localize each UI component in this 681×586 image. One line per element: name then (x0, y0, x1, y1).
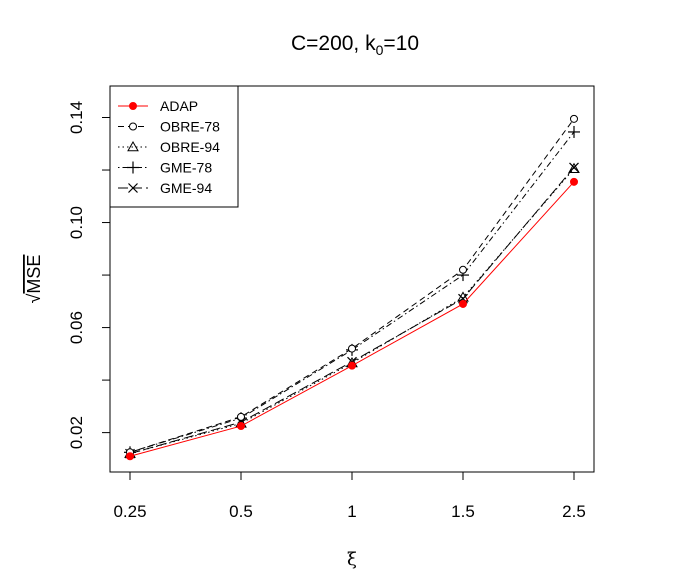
legend-label: GME-94 (160, 180, 212, 196)
x-tick-label: 0.25 (113, 502, 146, 521)
y-axis: 0.02 0.06 0.10 0.14 (67, 101, 111, 449)
series-line (129, 181, 575, 457)
series-line (129, 168, 575, 455)
series-marker (126, 452, 134, 461)
series-marker (237, 412, 245, 421)
y-tick-label: 0.06 (67, 311, 86, 344)
x-axis-label: ξ (347, 549, 357, 570)
y-tick-label: 0.14 (67, 101, 86, 134)
y-axis-label: √MSE (24, 255, 44, 304)
legend-label: OBRE-94 (160, 139, 220, 155)
svg-text:√MSE: √MSE (24, 255, 44, 304)
x-tick-label: 0.5 (229, 502, 253, 521)
legend-label: OBRE-78 (160, 119, 220, 135)
legend-entry: GME-94 (118, 180, 212, 196)
legend-label: ADAP (160, 98, 198, 114)
chart-title-subscript: 0 (376, 42, 384, 58)
legend-entry: OBRE-94 (118, 139, 220, 155)
legend-entry: ADAP (118, 98, 198, 114)
legend: ADAP OBRE-78 OBRE-94 GME-78 GME-94 (109, 85, 239, 208)
series-marker (129, 122, 137, 131)
y-tick-label: 0.10 (67, 206, 86, 239)
series-marker (459, 299, 467, 308)
series-marker (348, 344, 356, 353)
chart-title-main: C=200, k (291, 32, 376, 55)
chart-title-suffix: =10 (383, 32, 419, 55)
x-axis: 0.25 0.5 1 1.5 2.5 (113, 471, 586, 521)
chart-title: C=200, k0=10 (291, 32, 419, 58)
series-marker (570, 177, 578, 186)
series-line (129, 167, 575, 455)
y-tick-label: 0.02 (67, 416, 86, 449)
series-marker (237, 422, 245, 431)
y-axis-label-text: MSE (24, 255, 44, 294)
x-tick-label: 1 (347, 502, 356, 521)
x-tick-label: 2.5 (562, 502, 586, 521)
series-line (129, 118, 575, 453)
y-axis-label-sqrt: √ (24, 293, 44, 303)
series-marker (128, 183, 138, 193)
series-marker (570, 114, 578, 123)
series-adap (126, 177, 578, 461)
series-line (129, 131, 575, 453)
series-marker (569, 162, 579, 173)
series-obre-78 (126, 114, 578, 457)
series-marker (568, 125, 580, 138)
x-tick-label: 1.5 (451, 502, 475, 521)
series-marker (129, 102, 137, 110)
series-marker (127, 161, 139, 174)
series-marker (127, 140, 139, 152)
legend-entry: OBRE-78 (118, 119, 220, 135)
legend-label: GME-78 (160, 160, 212, 176)
series-marker (348, 361, 356, 370)
series-marker (459, 265, 467, 274)
series-layer (124, 114, 580, 461)
legend-entry: GME-78 (118, 160, 212, 176)
series-obre-94 (124, 162, 580, 458)
series-marker (568, 162, 580, 173)
